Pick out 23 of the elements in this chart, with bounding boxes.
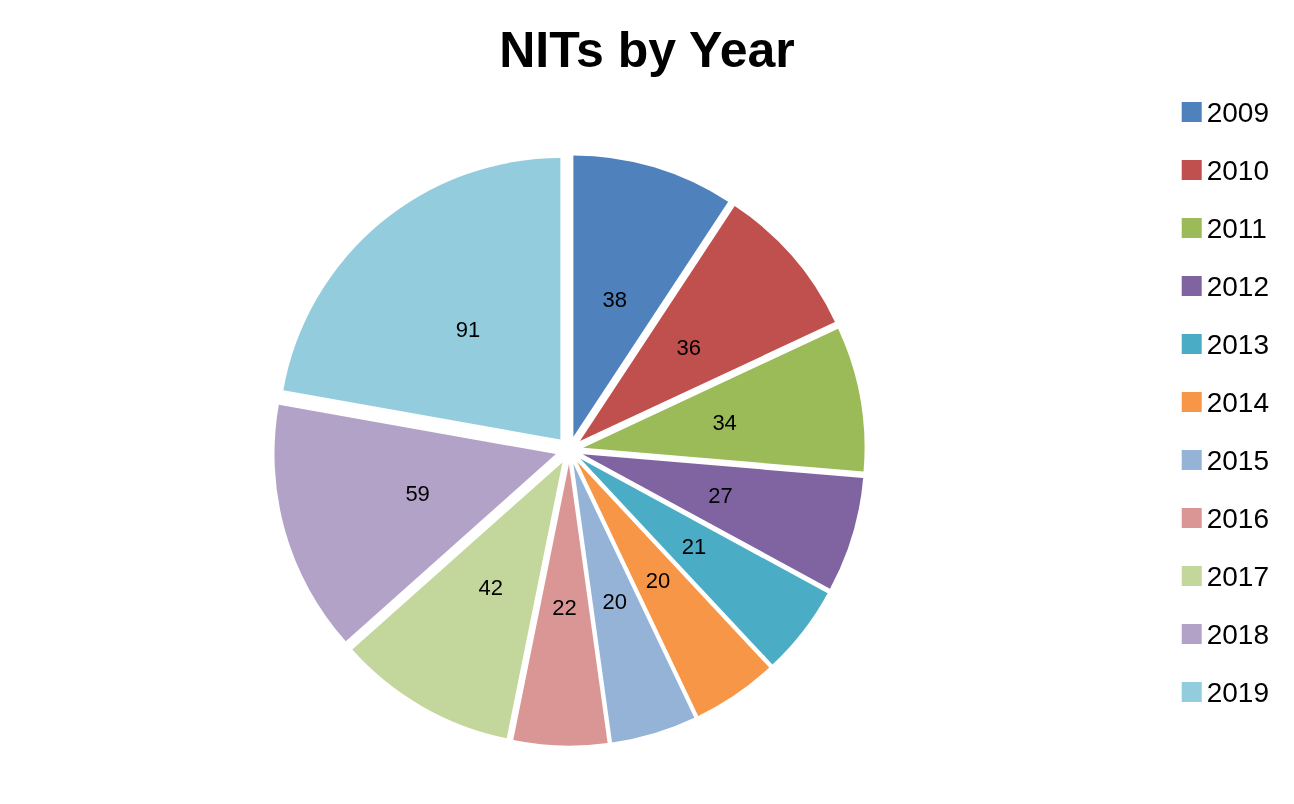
legend-label: 2014 — [1206, 386, 1270, 418]
chart-title: NITs by Year — [499, 22, 795, 78]
data-label: 27 — [708, 483, 733, 509]
legend-label: 2018 — [1206, 618, 1270, 650]
data-label: 20 — [602, 588, 627, 614]
legend-label: 2015 — [1206, 444, 1270, 476]
legend-label: 2011 — [1206, 212, 1267, 244]
legend-label: 2019 — [1206, 676, 1270, 708]
data-label: 42 — [478, 574, 504, 600]
legend-label: 2009 — [1206, 96, 1270, 128]
data-label: 22 — [552, 595, 577, 621]
data-label: 20 — [645, 568, 671, 594]
legend-label: 2010 — [1206, 154, 1270, 186]
data-label: 36 — [676, 334, 701, 360]
data-label: 38 — [602, 286, 627, 312]
legend-label: 2012 — [1206, 270, 1270, 302]
data-label: 91 — [455, 316, 481, 342]
legend-label: 2017 — [1206, 560, 1270, 592]
legend-label: 2013 — [1206, 328, 1270, 360]
data-label: 21 — [681, 534, 707, 560]
legend-label: 2016 — [1206, 502, 1270, 534]
data-label: 34 — [712, 410, 737, 436]
data-label: 59 — [405, 480, 430, 506]
